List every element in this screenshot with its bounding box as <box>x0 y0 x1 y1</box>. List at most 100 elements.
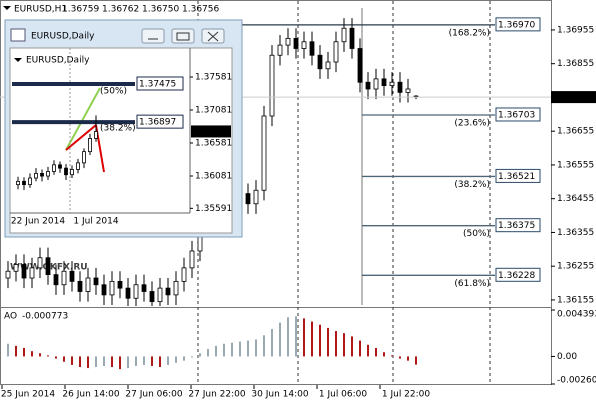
ao-bar <box>159 356 161 368</box>
inner-title: EURUSD,Daily <box>26 56 90 66</box>
candle-body <box>70 169 74 176</box>
main-plot: WWW.GKFX.RU(168.2%)(23.6%)(38.2%)(50%)(6… <box>0 18 551 306</box>
candle-body <box>40 173 44 177</box>
candle-body <box>397 81 403 93</box>
candle-body <box>261 115 267 191</box>
y-tick-label: 1.36855 <box>557 59 594 69</box>
current-price-box <box>191 125 231 138</box>
x-tick-label: 27 Jun 22:00 <box>188 390 245 400</box>
daily-window: EURUSD,Daily EURUSD,Daily 1.37581 1.37081… <box>4 19 243 238</box>
y-tick-label: 1.36555 <box>557 160 594 170</box>
candle-body <box>29 267 35 279</box>
current-price-box <box>551 91 596 104</box>
candle-body <box>61 270 67 286</box>
current-price: 1.36756 <box>194 127 231 137</box>
candle-body <box>69 270 75 282</box>
ao-bar <box>143 356 145 365</box>
fib-price: 1.36521 <box>498 172 535 182</box>
ao-bar <box>311 321 313 357</box>
candle-body <box>357 48 363 83</box>
candle-body <box>333 41 339 63</box>
window-title: EURUSD,Daily <box>31 32 95 42</box>
candle-body <box>245 193 251 205</box>
fib-price-box <box>495 17 541 32</box>
candle-body <box>157 287 163 303</box>
ao-bar <box>343 333 345 357</box>
inner-chart <box>9 47 233 234</box>
window-icon <box>10 28 26 42</box>
candle-body <box>389 81 395 87</box>
candle-body <box>82 151 86 164</box>
ao-bar <box>151 356 153 366</box>
fib-price: 1.36228 <box>498 271 535 281</box>
candle-body <box>101 284 107 296</box>
ao-bar <box>47 355 49 357</box>
ao-bar <box>103 356 105 366</box>
x-tick-label: 1 Jul 2014 <box>73 217 118 227</box>
fib-price-box <box>495 107 541 122</box>
ao-bar <box>63 356 65 362</box>
fib-price: 1.36703 <box>498 110 535 120</box>
candle-body <box>64 167 68 176</box>
fib-price-box <box>495 168 541 183</box>
current-price: 1.36756 <box>556 93 593 103</box>
candle-body <box>309 41 315 56</box>
ao-bar <box>367 344 369 357</box>
fib-ratio: (23.6%) <box>454 118 490 128</box>
candle-body <box>149 291 155 303</box>
ao-bar <box>295 316 297 357</box>
fib-ratio: (61.8%) <box>454 279 490 289</box>
candle-body <box>53 274 59 286</box>
ao-bar <box>135 356 137 366</box>
ao-bar <box>279 322 281 357</box>
ao-bar <box>7 343 9 357</box>
candle-body <box>77 280 83 292</box>
ao-bar <box>319 324 321 357</box>
x-tick-label: 25 Jun 2014 <box>1 390 55 400</box>
ao-bar <box>79 356 81 368</box>
candle-body <box>21 264 27 279</box>
candle-body <box>189 250 195 269</box>
ao-bar <box>399 356 401 359</box>
candle-body <box>22 180 26 186</box>
candle-body <box>365 81 371 90</box>
dropdown-glyph <box>3 6 11 10</box>
ao-bar <box>407 356 409 361</box>
header-value: 1.36756 <box>182 5 219 15</box>
ao-bar <box>111 356 113 368</box>
candle-body <box>46 171 50 177</box>
maximize-button[interactable] <box>171 28 195 44</box>
candle-body <box>76 162 80 170</box>
minimize-button[interactable] <box>141 28 165 44</box>
y-tick-label: 1.36255 <box>557 262 594 272</box>
candle-body <box>181 267 187 282</box>
candle-body <box>45 257 51 276</box>
candle-body <box>88 138 92 153</box>
level-price: 1.37475 <box>139 80 176 90</box>
y-tick-label: 1.36581 <box>195 138 232 148</box>
candle-body <box>301 41 307 49</box>
candle-body <box>381 78 387 87</box>
level-ratio: (50%) <box>100 87 127 97</box>
header-symbol: EURUSD,H1 <box>14 5 67 15</box>
y-tick-label: -0.002607 <box>557 376 596 386</box>
ao-bar <box>415 356 417 365</box>
candle-body <box>94 131 98 139</box>
candle-body <box>349 27 355 49</box>
candle-body <box>5 270 11 279</box>
y-tick-label: 1.37581 <box>195 73 232 83</box>
ao-bar <box>263 335 265 357</box>
candle-body <box>37 257 43 269</box>
button-glyphs <box>148 31 219 42</box>
ao-bar <box>55 356 57 359</box>
ao-bar <box>87 356 89 369</box>
ao-bar <box>183 356 185 361</box>
ao-bar <box>351 336 353 357</box>
ao-bar <box>247 340 249 357</box>
candle-body <box>141 284 147 292</box>
ao-plot <box>7 316 417 370</box>
ao-bar <box>167 356 169 365</box>
ao-bar <box>199 353 201 357</box>
ao-bar <box>383 352 385 357</box>
candle-body <box>165 287 171 296</box>
